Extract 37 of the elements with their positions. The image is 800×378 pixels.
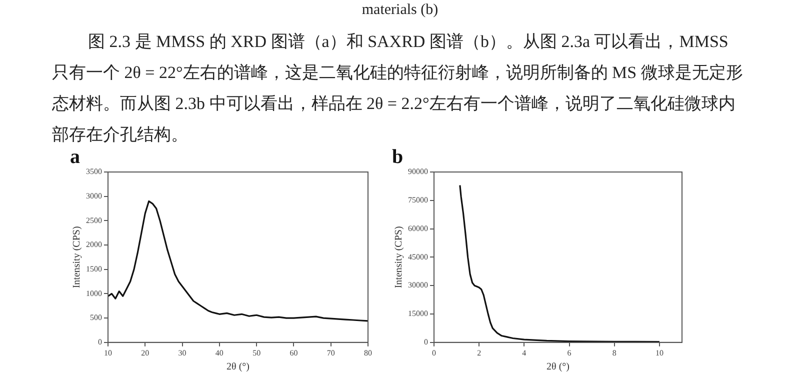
x-tick-label: 10 — [104, 348, 112, 358]
x-tick-label: 6 — [567, 348, 572, 358]
x-tick-label: 10 — [655, 348, 664, 358]
x-tick-label: 30 — [178, 348, 186, 358]
y-tick-label: 1000 — [86, 288, 102, 298]
y-tick-label: 90000 — [408, 167, 428, 176]
y-tick-label: 2000 — [86, 240, 102, 250]
y-axis-title: Intensity (CPS) — [394, 226, 405, 288]
y-axis-title: Intensity (CPS) — [72, 226, 83, 288]
x-tick-label: 8 — [612, 348, 616, 358]
x-axis-title: 2θ (°) — [546, 362, 570, 373]
chart-title: a — [70, 146, 80, 168]
x-axis-title: 2θ (°) — [226, 362, 250, 373]
y-tick-label: 15000 — [408, 309, 428, 318]
y-tick-label: 500 — [90, 313, 102, 322]
x-tick-label: 4 — [522, 348, 526, 358]
y-tick-label: 3000 — [86, 191, 102, 200]
x-tick-label: 70 — [326, 348, 335, 358]
y-tick-label: 0 — [98, 337, 102, 346]
y-tick-label: 30000 — [408, 280, 428, 290]
x-tick-label: 50 — [252, 348, 261, 358]
y-tick-label: 60000 — [408, 224, 428, 233]
x-tick-label: 80 — [364, 348, 372, 358]
chart-title: b — [392, 146, 404, 168]
y-tick-label: 45000 — [408, 252, 428, 262]
y-tick-label: 1500 — [86, 264, 102, 274]
x-tick-label: 2 — [477, 348, 482, 358]
text: materials (b) — [360, 2, 440, 19]
x-tick-label: 20 — [141, 348, 150, 358]
x-tick-label: 60 — [290, 348, 298, 358]
y-tick-label: 3500 — [86, 167, 102, 176]
y-tick-label: 75000 — [408, 195, 428, 204]
caption: 图 2.3 是 MMSS 的 XRD 图谱（a）和 SAXRD 图谱（b）。从图 2.3a 可以看出，MMSS 只有一个 2θ = 22°左右的谱峰，这是二氧化硅的特征衍射峰，说明所制备的 MS 微球是无定形态材料。而从图 2.3b 中可以看出，样品在 2θ = 2.2°左右有一个谱峰，说明了二氧化硅微球内部存在介孔结构。 — [52, 32, 743, 144]
y-tick-label: 0 — [424, 337, 428, 346]
x-tick-label: 40 — [215, 348, 224, 358]
y-tick-label: 2500 — [86, 216, 102, 225]
x-tick-label: 0 — [432, 348, 436, 358]
